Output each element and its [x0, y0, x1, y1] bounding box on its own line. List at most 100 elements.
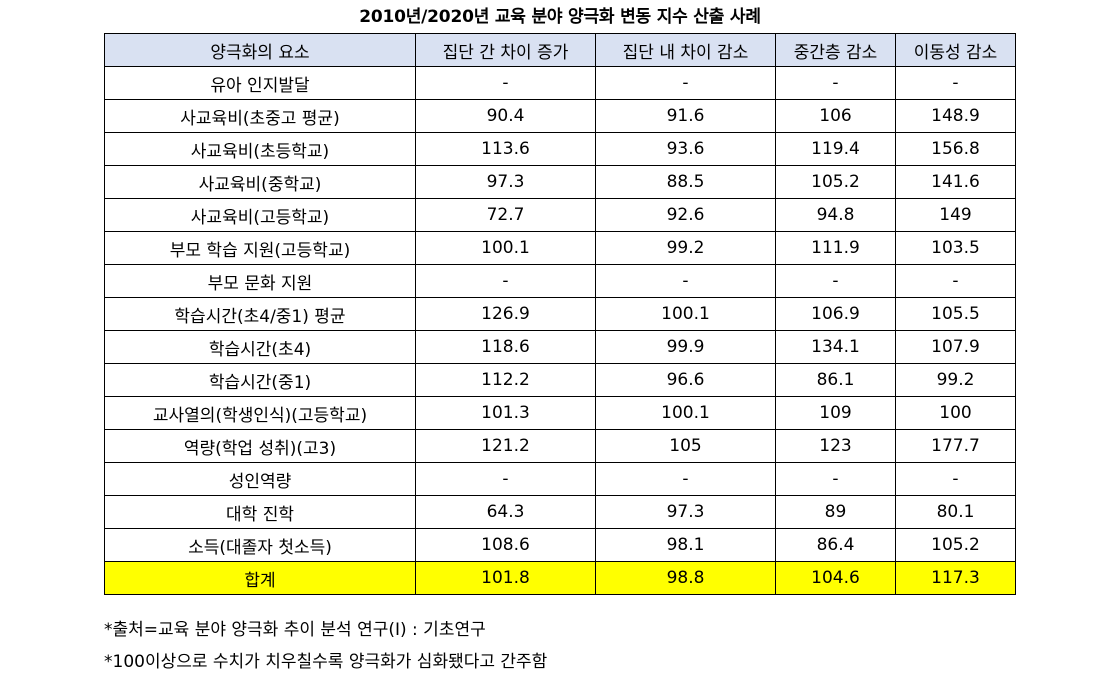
column-header-element: 양극화의 요소 — [104, 33, 416, 67]
cell-value: 126.9 — [415, 297, 596, 331]
cell-value: 97.3 — [415, 165, 596, 199]
cell-value: 64.3 — [415, 495, 596, 529]
cell-value: 108.6 — [415, 528, 596, 562]
column-header-middle-class: 중간층 감소 — [775, 33, 896, 67]
cell-value: 89 — [775, 495, 896, 529]
cell-value: 105.2 — [775, 165, 896, 199]
total-value: 98.8 — [595, 561, 776, 595]
cell-value: 111.9 — [775, 231, 896, 265]
cell-value: - — [775, 66, 896, 100]
cell-value: - — [895, 66, 1016, 100]
total-value: 117.3 — [895, 561, 1016, 595]
cell-value: 121.2 — [415, 429, 596, 463]
row-label: 소득(대졸자 첫소득) — [104, 528, 416, 562]
cell-value: 141.6 — [895, 165, 1016, 199]
cell-value: 92.6 — [595, 198, 776, 232]
table-row: 소득(대졸자 첫소득) 108.6 98.1 86.4 105.2 — [104, 528, 1016, 562]
table-row: 사교육비(중학교) 97.3 88.5 105.2 141.6 — [104, 165, 1016, 199]
cell-value: - — [595, 462, 776, 496]
row-label: 학습시간(초4) — [104, 330, 416, 364]
table-row: 사교육비(고등학교) 72.7 92.6 94.8 149 — [104, 198, 1016, 232]
cell-value: 91.6 — [595, 99, 776, 133]
cell-value: 105.5 — [895, 297, 1016, 331]
cell-value: 94.8 — [775, 198, 896, 232]
cell-value: 149 — [895, 198, 1016, 232]
row-label: 사교육비(초중고 평균) — [104, 99, 416, 133]
row-label: 유아 인지발달 — [104, 66, 416, 100]
cell-value: 106.9 — [775, 297, 896, 331]
row-label: 사교육비(초등학교) — [104, 132, 416, 166]
column-header-within-group: 집단 내 차이 감소 — [595, 33, 776, 67]
cell-value: 103.5 — [895, 231, 1016, 265]
row-label: 역량(학업 성취)(고3) — [104, 429, 416, 463]
cell-value: 113.6 — [415, 132, 596, 166]
cell-value: 88.5 — [595, 165, 776, 199]
cell-value: 99.9 — [595, 330, 776, 364]
table-row: 성인역량 - - - - — [104, 462, 1016, 496]
cell-value: 93.6 — [595, 132, 776, 166]
cell-value: 100 — [895, 396, 1016, 430]
cell-value: 97.3 — [595, 495, 776, 529]
cell-value: 107.9 — [895, 330, 1016, 364]
table-row: 부모 문화 지원 - - - - — [104, 264, 1016, 298]
column-header-mobility: 이동성 감소 — [895, 33, 1016, 67]
table-row: 대학 진학 64.3 97.3 89 80.1 — [104, 495, 1016, 529]
table-title: 2010년/2020년 교육 분야 양극화 변동 지수 산출 사례 — [359, 7, 761, 27]
cell-value: 99.2 — [895, 363, 1016, 397]
cell-value: 105 — [595, 429, 776, 463]
table-row: 부모 학습 지원(고등학교) 100.1 99.2 111.9 103.5 — [104, 231, 1016, 265]
cell-value: - — [895, 462, 1016, 496]
cell-value: 119.4 — [775, 132, 896, 166]
cell-value: 105.2 — [895, 528, 1016, 562]
cell-value: 80.1 — [895, 495, 1016, 529]
total-label: 합계 — [104, 561, 416, 595]
cell-value: 86.4 — [775, 528, 896, 562]
row-label: 학습시간(초4/중1) 평균 — [104, 297, 416, 331]
interpretation-note: *100이상으로 수치가 치우칠수록 양극화가 심화됐다고 간주함 — [104, 652, 548, 672]
cell-value: 100.1 — [595, 297, 776, 331]
column-header-between-group: 집단 간 차이 증가 — [415, 33, 596, 67]
row-label: 학습시간(중1) — [104, 363, 416, 397]
row-label: 성인역량 — [104, 462, 416, 496]
total-value: 104.6 — [775, 561, 896, 595]
row-label: 부모 문화 지원 — [104, 264, 416, 298]
cell-value: 123 — [775, 429, 896, 463]
table-row: 학습시간(초4/중1) 평균 126.9 100.1 106.9 105.5 — [104, 297, 1016, 331]
table-row: 학습시간(초4) 118.6 99.9 134.1 107.9 — [104, 330, 1016, 364]
row-label: 사교육비(중학교) — [104, 165, 416, 199]
cell-value: 100.1 — [415, 231, 596, 265]
table-row: 사교육비(초등학교) 113.6 93.6 119.4 156.8 — [104, 132, 1016, 166]
cell-value: 177.7 — [895, 429, 1016, 463]
row-label: 부모 학습 지원(고등학교) — [104, 231, 416, 265]
cell-value: - — [415, 264, 596, 298]
cell-value: 86.1 — [775, 363, 896, 397]
cell-value: 112.2 — [415, 363, 596, 397]
cell-value: - — [775, 264, 896, 298]
cell-value: 98.1 — [595, 528, 776, 562]
polarization-index-table: 양극화의 요소 집단 간 차이 증가 집단 내 차이 감소 중간층 감소 이동성… — [104, 33, 1016, 595]
row-label: 대학 진학 — [104, 495, 416, 529]
source-note: *출처=교육 분야 양극화 추이 분석 연구(Ⅰ) : 기초연구 — [104, 620, 486, 640]
cell-value: 118.6 — [415, 330, 596, 364]
table-row: 유아 인지발달 - - - - — [104, 66, 1016, 100]
cell-value: 106 — [775, 99, 896, 133]
cell-value: - — [595, 264, 776, 298]
row-label: 교사열의(학생인식)(고등학교) — [104, 396, 416, 430]
cell-value: - — [415, 66, 596, 100]
cell-value: 156.8 — [895, 132, 1016, 166]
cell-value: 100.1 — [595, 396, 776, 430]
total-row: 합계 101.8 98.8 104.6 117.3 — [104, 561, 1016, 595]
total-value: 101.8 — [415, 561, 596, 595]
cell-value: 72.7 — [415, 198, 596, 232]
table-header-row: 양극화의 요소 집단 간 차이 증가 집단 내 차이 감소 중간층 감소 이동성… — [104, 33, 1016, 67]
table-row: 역량(학업 성취)(고3) 121.2 105 123 177.7 — [104, 429, 1016, 463]
cell-value: - — [415, 462, 596, 496]
cell-value: 109 — [775, 396, 896, 430]
table-row: 교사열의(학생인식)(고등학교) 101.3 100.1 109 100 — [104, 396, 1016, 430]
cell-value: 148.9 — [895, 99, 1016, 133]
cell-value: 96.6 — [595, 363, 776, 397]
cell-value: - — [775, 462, 896, 496]
cell-value: - — [595, 66, 776, 100]
table-row: 학습시간(중1) 112.2 96.6 86.1 99.2 — [104, 363, 1016, 397]
cell-value: 101.3 — [415, 396, 596, 430]
